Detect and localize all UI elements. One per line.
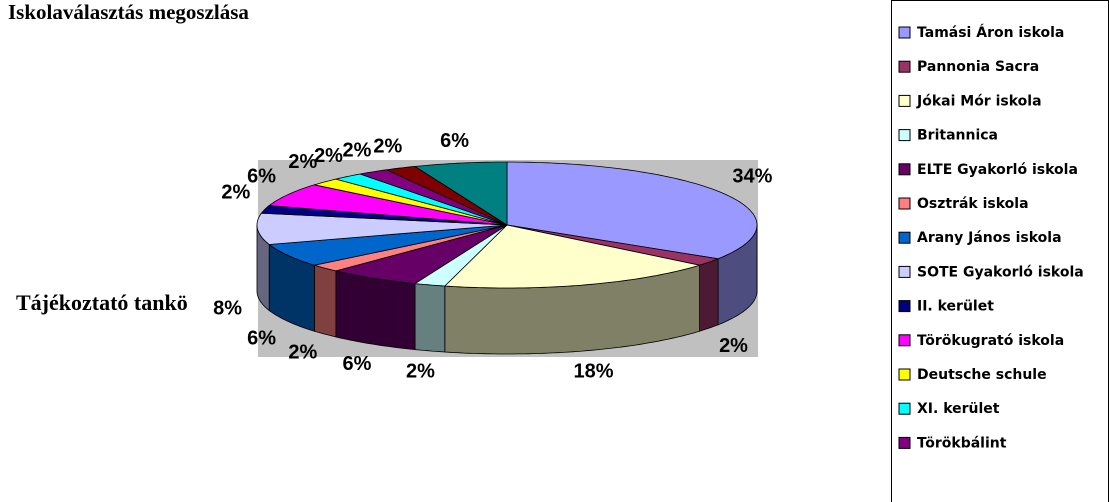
legend-label: Deutsche schule [917,367,1047,383]
legend-swatch [898,129,911,142]
data-label: 6% [247,327,276,349]
legend-label: SOTE Gyakorló iskola [917,264,1084,280]
data-label: 2% [719,335,748,357]
slice [334,224,508,285]
legend-label: II. kerület [917,299,994,315]
slice [359,169,508,226]
slice [443,224,700,289]
pie [256,161,758,355]
slice [256,212,508,245]
data-label: 18% [574,360,614,382]
legend-label: Britannica [917,128,998,144]
legend-swatch [898,265,911,278]
chart-title: Iskolaválasztás megoszlása [8,0,249,24]
legend-label: ELTE Gyakorló iskola [917,162,1078,178]
legend-swatch [898,163,911,176]
slice [385,165,508,226]
slice [413,161,508,226]
annotation: Tájékoztató tankö [16,290,188,315]
legend-swatch [898,231,911,244]
slice [506,161,758,260]
legend-swatch [898,334,911,347]
data-label: 8% [213,298,242,320]
slice [335,173,508,226]
legend [891,0,1109,502]
data-label: 6% [247,165,276,187]
slice [268,184,508,226]
legend-swatch [898,402,911,415]
legend-swatch [898,300,911,313]
data-label: 2% [221,182,250,204]
data-label: 2% [288,342,317,364]
legend-label: Törökugrató iskola [917,333,1064,349]
legend-label: Pannonia Sacra [917,59,1039,75]
legend-swatch [898,94,911,107]
legend-label: Jókai Mór iskola [916,93,1042,109]
legend-label: Tamási Áron iskola [917,24,1064,41]
slice [506,224,719,266]
legend-swatch [898,436,911,449]
data-label: 34% [732,165,772,187]
slice-side [414,283,446,353]
legend-label: Arany János iskola [917,230,1062,246]
slice [314,224,508,272]
legend-swatch [898,26,911,39]
data-label: 2% [343,140,372,162]
legend-label: Törökbálint [917,435,1007,451]
slice-side [699,258,719,332]
data-label: 2% [288,151,317,173]
legend-swatch [898,60,911,73]
legend-swatch [898,197,911,210]
data-label: 2% [373,135,402,157]
slice [268,224,508,266]
legend-label: XI. kerület [917,401,1000,417]
data-label: 2% [406,360,435,382]
data-label: 6% [343,353,372,375]
data-label: 6% [440,130,469,152]
legend-swatch [898,368,911,381]
slice-side [314,264,337,338]
slice [314,178,508,226]
slice [413,224,508,287]
legend-label: Osztrák iskola [917,196,1029,212]
data-label: 2% [314,145,343,167]
